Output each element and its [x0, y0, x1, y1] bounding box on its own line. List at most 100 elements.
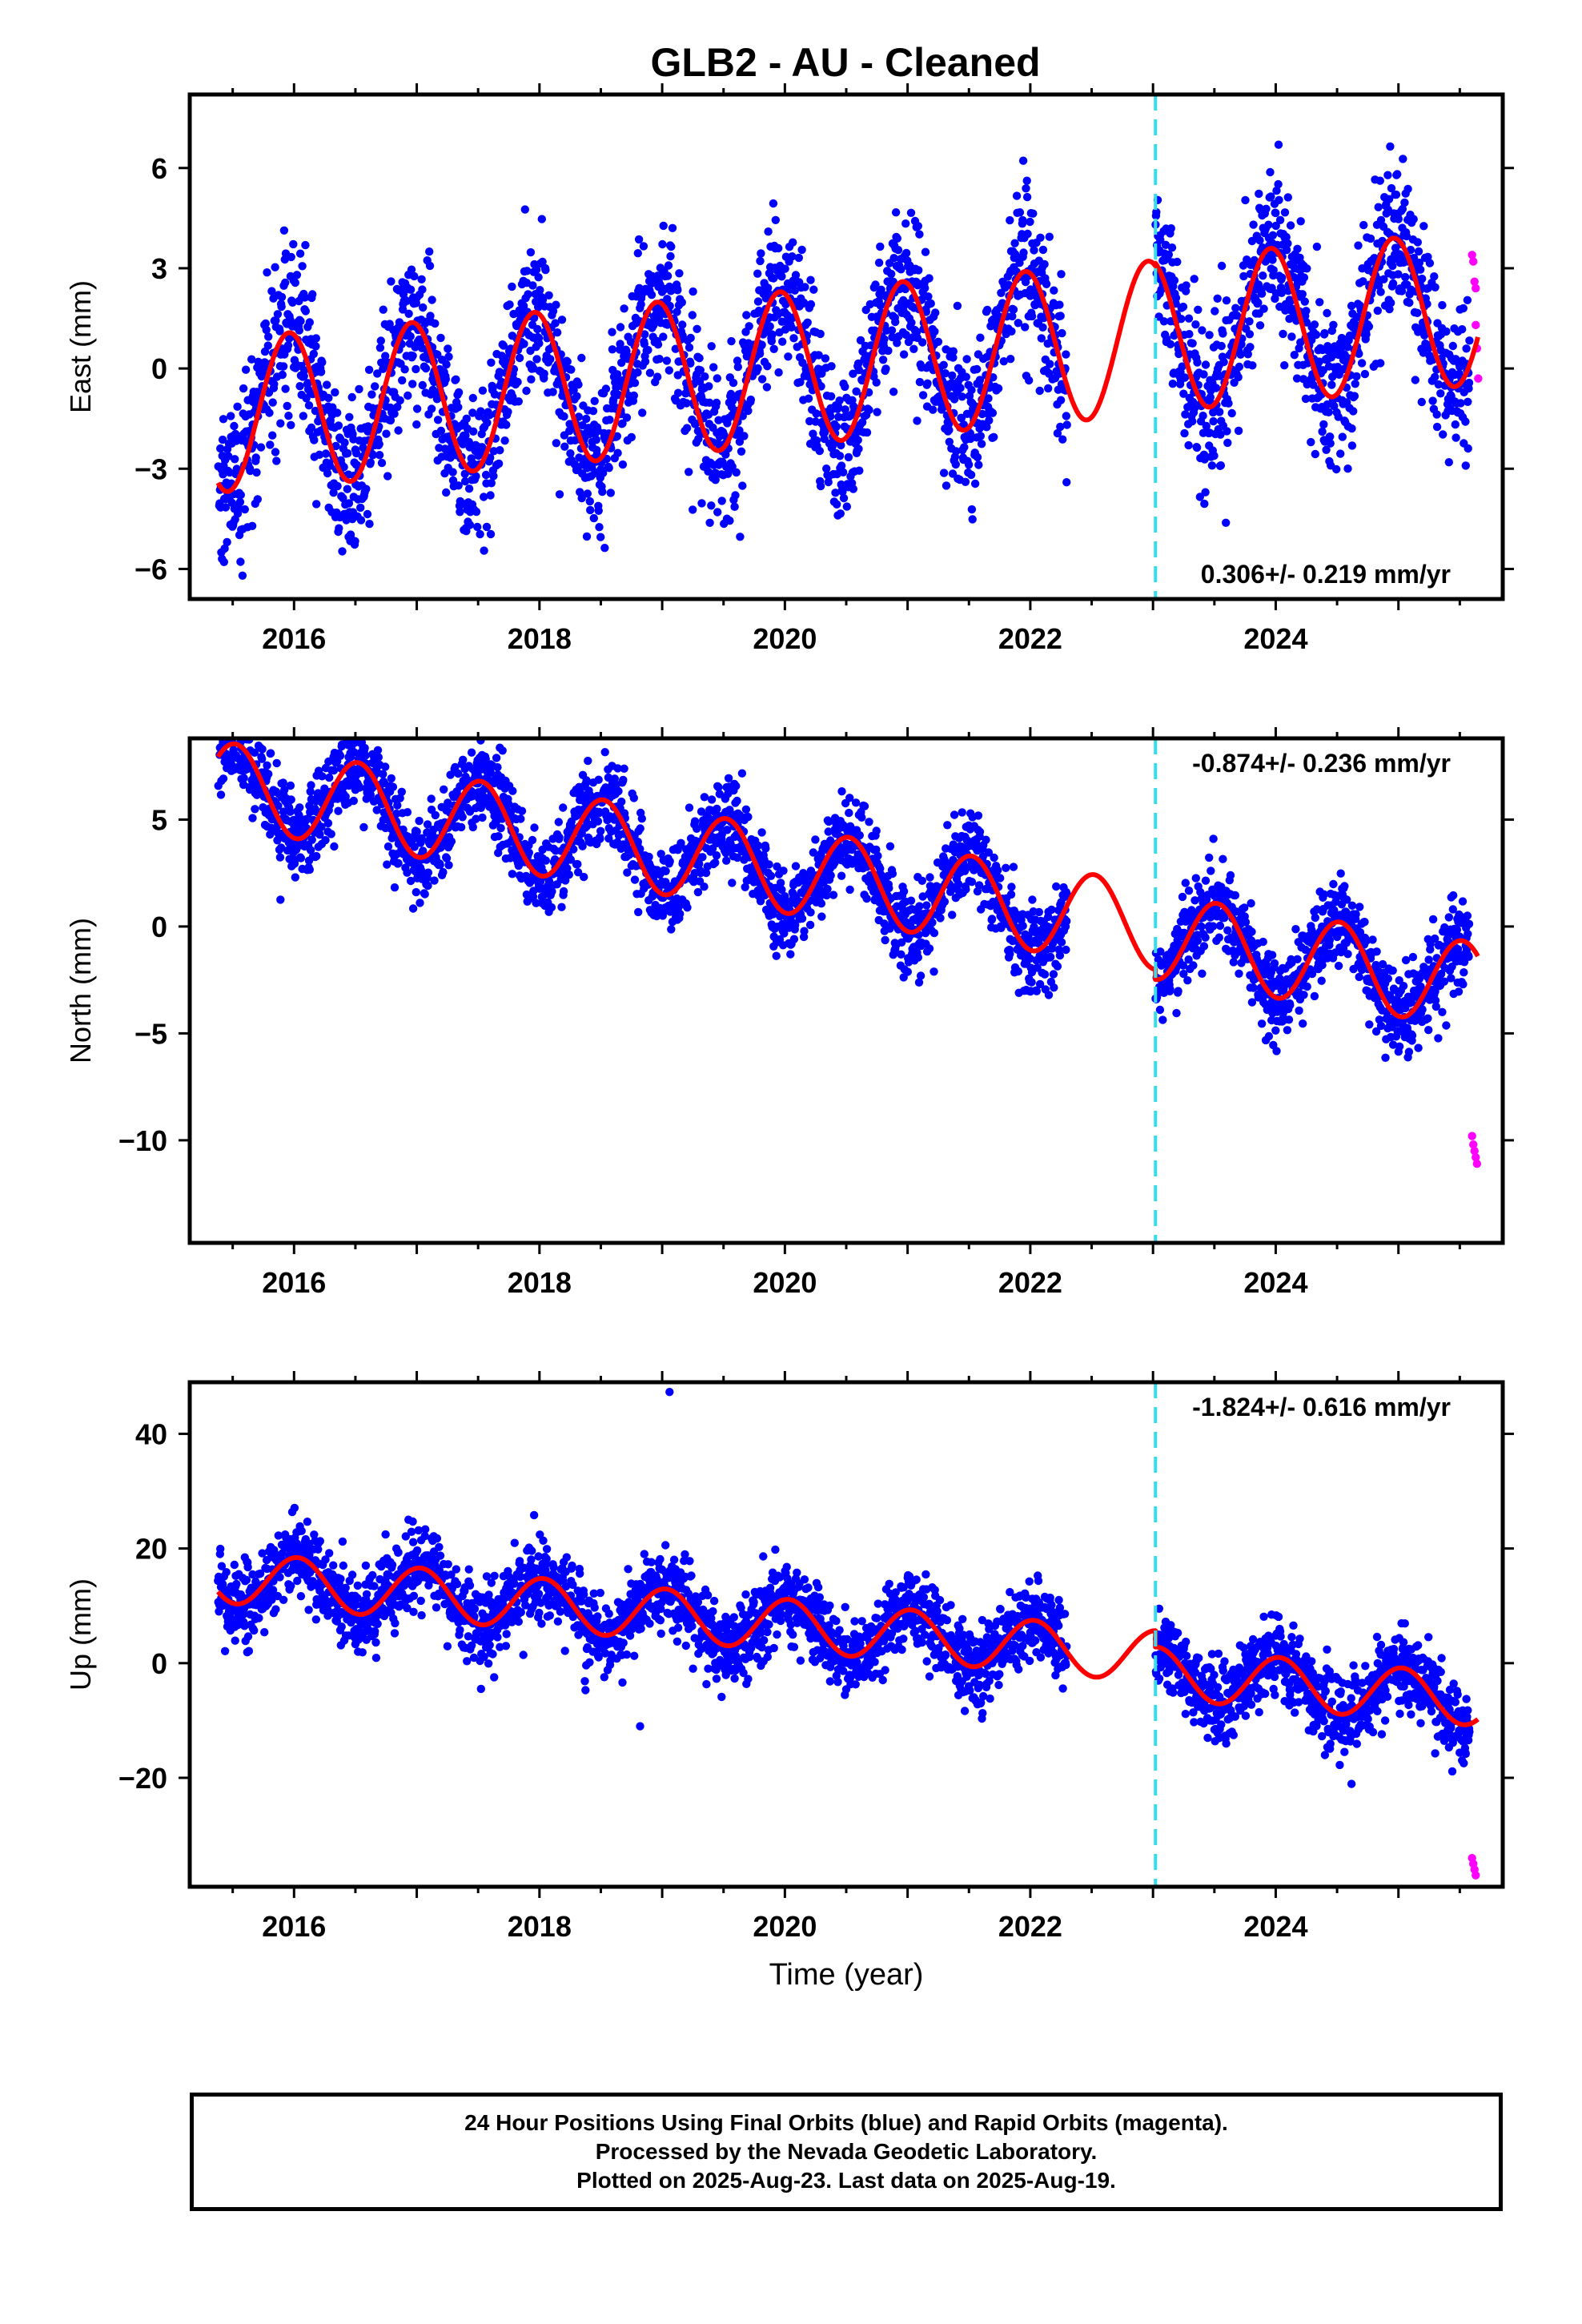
data-point	[1413, 308, 1422, 317]
data-point	[849, 369, 857, 378]
data-point	[1275, 215, 1285, 224]
data-point	[1411, 376, 1420, 384]
data-point	[616, 323, 625, 332]
data-point	[598, 487, 607, 497]
data-point	[1062, 478, 1071, 487]
data-point	[514, 397, 523, 406]
data-point	[1259, 304, 1268, 313]
data-point	[1461, 461, 1471, 470]
data-point	[324, 393, 333, 403]
data-point	[620, 304, 628, 313]
data-point	[640, 330, 649, 339]
data-point	[728, 879, 737, 887]
data-point	[915, 902, 924, 911]
data-point	[1287, 332, 1296, 341]
data-point	[1259, 271, 1267, 280]
data-point	[283, 401, 291, 411]
data-point	[1403, 184, 1412, 194]
data-point	[1210, 451, 1219, 460]
data-point	[1329, 320, 1338, 329]
data-point	[865, 818, 873, 826]
y-tick-label: −6	[135, 553, 167, 585]
data-point	[888, 332, 897, 342]
data-point	[279, 778, 287, 787]
data-point	[221, 694, 229, 702]
data-point	[804, 394, 813, 403]
data-point	[733, 356, 742, 365]
data-point	[1200, 499, 1209, 509]
data-point	[1299, 273, 1309, 282]
data-point	[1366, 234, 1375, 243]
data-point	[613, 448, 622, 457]
data-point	[436, 333, 445, 343]
data-point	[994, 384, 1003, 393]
data-point	[945, 437, 954, 446]
data-point	[523, 267, 532, 275]
data-point	[580, 872, 588, 882]
data-point	[1190, 275, 1199, 283]
data-point	[1459, 304, 1468, 313]
data-point	[741, 805, 751, 814]
data-point	[223, 537, 231, 547]
data-point	[732, 468, 741, 477]
data-point	[720, 431, 729, 440]
data-point	[914, 266, 923, 275]
data-point	[540, 369, 548, 378]
data-point	[941, 369, 950, 378]
data-point	[1209, 416, 1218, 426]
data-point	[1010, 239, 1019, 247]
data-point	[685, 803, 694, 812]
data-point	[234, 717, 242, 725]
data-point	[281, 384, 290, 393]
data-point	[1248, 361, 1257, 370]
data-point	[1245, 330, 1255, 339]
data-point	[849, 485, 858, 493]
data-point	[678, 320, 687, 329]
data-point	[1015, 208, 1025, 217]
data-point	[425, 247, 434, 256]
data-point	[806, 300, 816, 309]
data-point	[1199, 370, 1208, 379]
data-point	[263, 761, 271, 770]
data-point	[359, 822, 368, 832]
data-point	[256, 725, 264, 733]
data-point	[698, 853, 707, 862]
data-point	[516, 316, 524, 325]
data-point	[738, 412, 747, 420]
data-point	[500, 436, 509, 445]
data-point	[262, 325, 271, 335]
east-axis-label: East (mm)	[64, 280, 97, 413]
data-point	[1057, 270, 1066, 279]
data-point	[985, 416, 994, 425]
data-point	[1419, 222, 1428, 231]
data-point	[454, 388, 464, 397]
data-point	[832, 422, 841, 431]
data-point	[977, 440, 986, 448]
data-point	[1194, 305, 1203, 314]
data-point	[931, 308, 940, 317]
data-point	[1246, 343, 1255, 352]
data-point	[685, 343, 694, 352]
data-point	[574, 412, 584, 421]
data-point	[961, 477, 970, 486]
data-point	[375, 344, 385, 352]
data-point	[881, 364, 890, 373]
data-point	[551, 319, 560, 328]
data-point	[1180, 373, 1190, 382]
data-point	[1006, 355, 1015, 364]
data-point	[1058, 328, 1066, 338]
data-point	[1199, 412, 1207, 420]
data-point	[691, 419, 701, 428]
data-point	[786, 950, 795, 959]
data-point	[1303, 264, 1311, 273]
data-point	[303, 379, 312, 388]
data-point	[1021, 323, 1030, 332]
data-point	[1302, 307, 1311, 316]
data-point	[548, 388, 557, 396]
data-point	[901, 248, 911, 258]
data-point	[374, 753, 383, 762]
data-point	[924, 292, 933, 301]
data-point	[234, 713, 242, 721]
data-point	[1167, 243, 1177, 252]
